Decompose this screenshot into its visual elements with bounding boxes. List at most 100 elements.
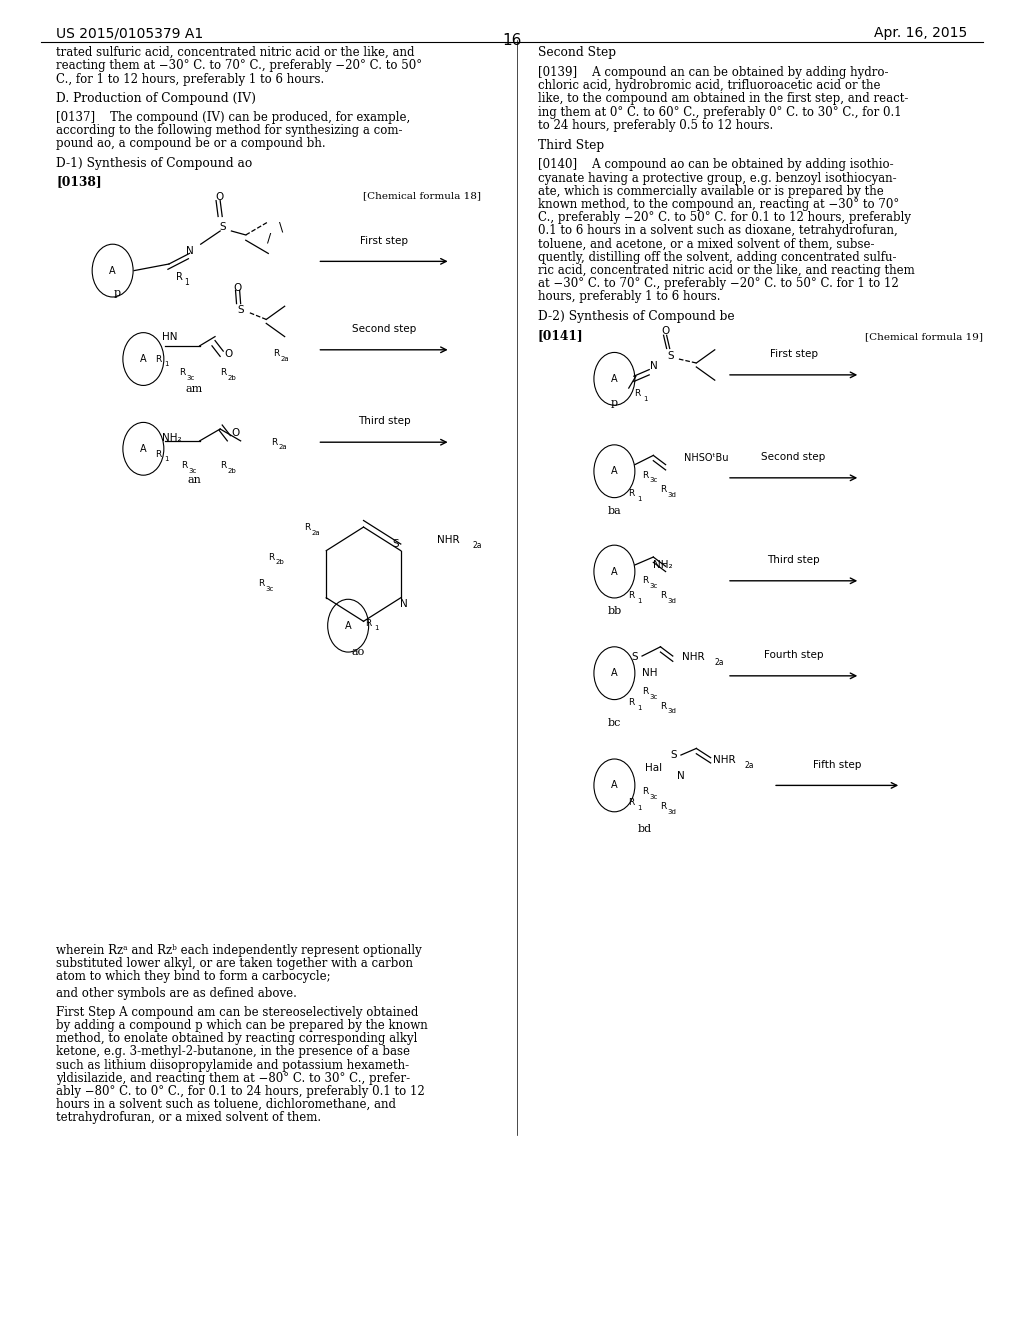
Text: NH: NH	[642, 668, 658, 678]
Text: ketone, e.g. 3-methyl-2-butanone, in the presence of a base: ketone, e.g. 3-methyl-2-butanone, in the…	[56, 1045, 411, 1059]
Text: R: R	[304, 524, 310, 532]
Text: First Step A compound am can be stereoselectively obtained: First Step A compound am can be stereose…	[56, 1006, 419, 1019]
Text: trated sulfuric acid, concentrated nitric acid or the like, and: trated sulfuric acid, concentrated nitri…	[56, 46, 415, 59]
Text: R: R	[660, 486, 667, 494]
Text: 2a: 2a	[311, 531, 319, 536]
Text: ric acid, concentrated nitric acid or the like, and reacting them: ric acid, concentrated nitric acid or th…	[538, 264, 914, 277]
Text: C., for 1 to 12 hours, preferably 1 to 6 hours.: C., for 1 to 12 hours, preferably 1 to 6…	[56, 73, 325, 86]
Text: NH₂: NH₂	[653, 560, 673, 570]
Text: [0141]: [0141]	[538, 329, 584, 342]
Text: yldisilazide, and reacting them at −80° C. to 30° C., prefer-: yldisilazide, and reacting them at −80° …	[56, 1072, 411, 1085]
Text: R: R	[258, 579, 264, 587]
Text: O: O	[662, 326, 670, 337]
Text: S: S	[671, 750, 677, 760]
Text: D-2) Synthesis of Compound be: D-2) Synthesis of Compound be	[538, 310, 734, 323]
Text: 3c: 3c	[186, 375, 195, 380]
Text: like, to the compound am obtained in the first step, and react-: like, to the compound am obtained in the…	[538, 92, 908, 106]
Text: S: S	[392, 539, 399, 549]
Text: bc: bc	[607, 718, 622, 729]
Text: R: R	[642, 471, 648, 479]
Text: [0137]    The compound (IV) can be produced, for example,: [0137] The compound (IV) can be produced…	[56, 111, 411, 124]
Text: US 2015/0105379 A1: US 2015/0105379 A1	[56, 26, 204, 41]
Text: Second Step: Second Step	[538, 46, 615, 59]
Text: hours in a solvent such as toluene, dichloromethane, and: hours in a solvent such as toluene, dich…	[56, 1098, 396, 1111]
Text: Second step: Second step	[762, 451, 825, 462]
Text: R: R	[271, 438, 278, 446]
Text: [Chemical formula 18]: [Chemical formula 18]	[364, 191, 481, 201]
Text: 3c: 3c	[265, 586, 273, 591]
Text: substituted lower alkyl, or are taken together with a carbon: substituted lower alkyl, or are taken to…	[56, 957, 414, 970]
Text: 2b: 2b	[275, 560, 284, 565]
Text: A: A	[140, 444, 146, 454]
Text: A: A	[611, 374, 617, 384]
Text: [Chemical formula 19]: [Chemical formula 19]	[865, 333, 983, 342]
Text: N: N	[400, 599, 408, 610]
Text: chloric acid, hydrobromic acid, trifluoroacetic acid or the: chloric acid, hydrobromic acid, trifluor…	[538, 79, 880, 92]
Text: A: A	[345, 620, 351, 631]
Text: method, to enolate obtained by reacting corresponding alkyl: method, to enolate obtained by reacting …	[56, 1032, 418, 1045]
Text: R: R	[268, 553, 274, 561]
Text: O: O	[231, 428, 240, 438]
Text: 3c: 3c	[188, 469, 197, 474]
Text: 3d: 3d	[668, 598, 676, 603]
Text: R: R	[220, 368, 226, 376]
Text: A: A	[611, 780, 617, 791]
Text: 2b: 2b	[227, 375, 236, 380]
Text: S: S	[219, 222, 225, 232]
Text: N: N	[650, 360, 658, 371]
Text: hours, preferably 1 to 6 hours.: hours, preferably 1 to 6 hours.	[538, 290, 720, 304]
Text: known method, to the compound an, reacting at −30° to 70°: known method, to the compound an, reacti…	[538, 198, 899, 211]
Text: HN: HN	[162, 331, 177, 342]
Text: \: \	[280, 220, 284, 234]
Text: according to the following method for synthesizing a com-: according to the following method for sy…	[56, 124, 402, 137]
Text: p: p	[611, 397, 617, 408]
Text: R: R	[634, 389, 640, 397]
Text: 1: 1	[165, 362, 169, 367]
Text: /: /	[267, 231, 271, 244]
Text: A: A	[611, 668, 617, 678]
Text: R: R	[273, 350, 280, 358]
Text: A: A	[110, 265, 116, 276]
Text: bb: bb	[607, 606, 622, 616]
Text: R: R	[220, 462, 226, 470]
Text: R: R	[628, 490, 634, 498]
Text: R: R	[642, 688, 648, 696]
Text: Third step: Third step	[767, 554, 820, 565]
Text: p: p	[115, 288, 121, 298]
Text: Hal: Hal	[645, 763, 663, 774]
Text: R: R	[660, 702, 667, 710]
Text: R: R	[366, 619, 372, 627]
Text: R: R	[628, 799, 634, 807]
Text: an: an	[187, 475, 202, 486]
Text: am: am	[186, 384, 203, 395]
Text: 3d: 3d	[668, 492, 676, 498]
Text: O: O	[224, 348, 232, 359]
Text: O: O	[233, 282, 242, 293]
Text: 2a: 2a	[279, 445, 287, 450]
Text: R: R	[642, 577, 648, 585]
Text: at −30° C. to 70° C., preferably −20° C. to 50° C. for 1 to 12: at −30° C. to 70° C., preferably −20° C.…	[538, 277, 898, 290]
Text: 2a: 2a	[473, 541, 482, 550]
Text: R: R	[156, 450, 162, 458]
Text: A: A	[611, 466, 617, 477]
Text: 3c: 3c	[649, 478, 657, 483]
Text: [0139]    A compound an can be obtained by adding hydro-: [0139] A compound an can be obtained by …	[538, 66, 888, 79]
Text: R: R	[628, 591, 634, 599]
Text: Fourth step: Fourth step	[764, 649, 823, 660]
Text: reacting them at −30° C. to 70° C., preferably −20° C. to 50°: reacting them at −30° C. to 70° C., pref…	[56, 59, 423, 73]
Text: Third Step: Third Step	[538, 139, 604, 152]
Text: 1: 1	[165, 457, 169, 462]
Text: R: R	[176, 272, 182, 282]
Text: ably −80° C. to 0° C., for 0.1 to 24 hours, preferably 0.1 to 12: ably −80° C. to 0° C., for 0.1 to 24 hou…	[56, 1085, 425, 1098]
Text: D-1) Synthesis of Compound ao: D-1) Synthesis of Compound ao	[56, 157, 253, 170]
Text: S: S	[632, 652, 638, 663]
Text: such as lithium diisopropylamide and potassium hexameth-: such as lithium diisopropylamide and pot…	[56, 1059, 410, 1072]
Text: bd: bd	[638, 824, 652, 834]
Text: [0138]: [0138]	[56, 176, 102, 189]
Text: quently, distilling off the solvent, adding concentrated sulfu-: quently, distilling off the solvent, add…	[538, 251, 896, 264]
Text: atom to which they bind to form a carbocycle;: atom to which they bind to form a carboc…	[56, 970, 331, 983]
Text: 3c: 3c	[649, 694, 657, 700]
Text: A: A	[140, 354, 146, 364]
Text: 3c: 3c	[649, 795, 657, 800]
Text: 2a: 2a	[714, 659, 724, 667]
